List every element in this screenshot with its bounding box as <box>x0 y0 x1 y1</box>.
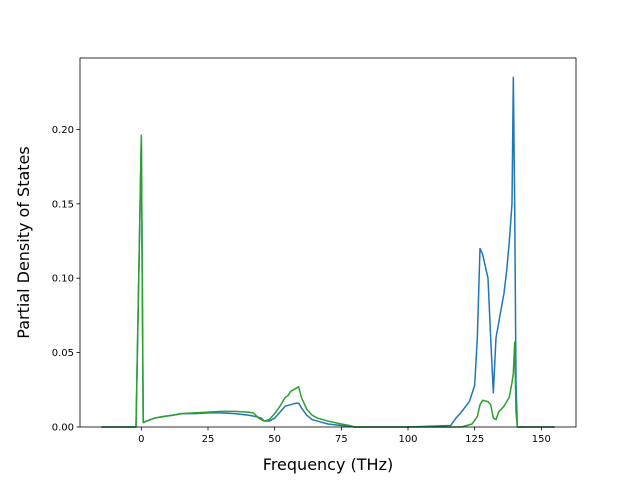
axes <box>79 57 577 428</box>
x-tick-label: 125 <box>465 434 484 445</box>
ticks: 0 25 50 75 100 125 150 0.00 0.05 0.10 0.15 0.20 <box>52 125 551 445</box>
y-tick-label: 0.00 <box>52 423 74 434</box>
series-line-2 <box>101 134 555 428</box>
y-tick-label: 0.15 <box>52 199 74 210</box>
x-tick-label: 150 <box>532 434 551 445</box>
y-tick-label: 0.20 <box>52 125 74 136</box>
y-tick-label: 0.05 <box>52 348 74 359</box>
plot-area <box>101 76 555 428</box>
y-axis-label: Partial Density of States <box>14 146 33 338</box>
x-tick-label: 50 <box>268 434 281 445</box>
x-tick-label: 0 <box>138 434 144 445</box>
axes-frame <box>79 57 577 428</box>
x-axis-label: Frequency (THz) <box>263 455 393 474</box>
x-tick-label: 25 <box>202 434 215 445</box>
y-tick-label: 0.10 <box>52 274 74 285</box>
x-tick-label: 100 <box>398 434 417 445</box>
x-tick-label: 75 <box>335 434 348 445</box>
